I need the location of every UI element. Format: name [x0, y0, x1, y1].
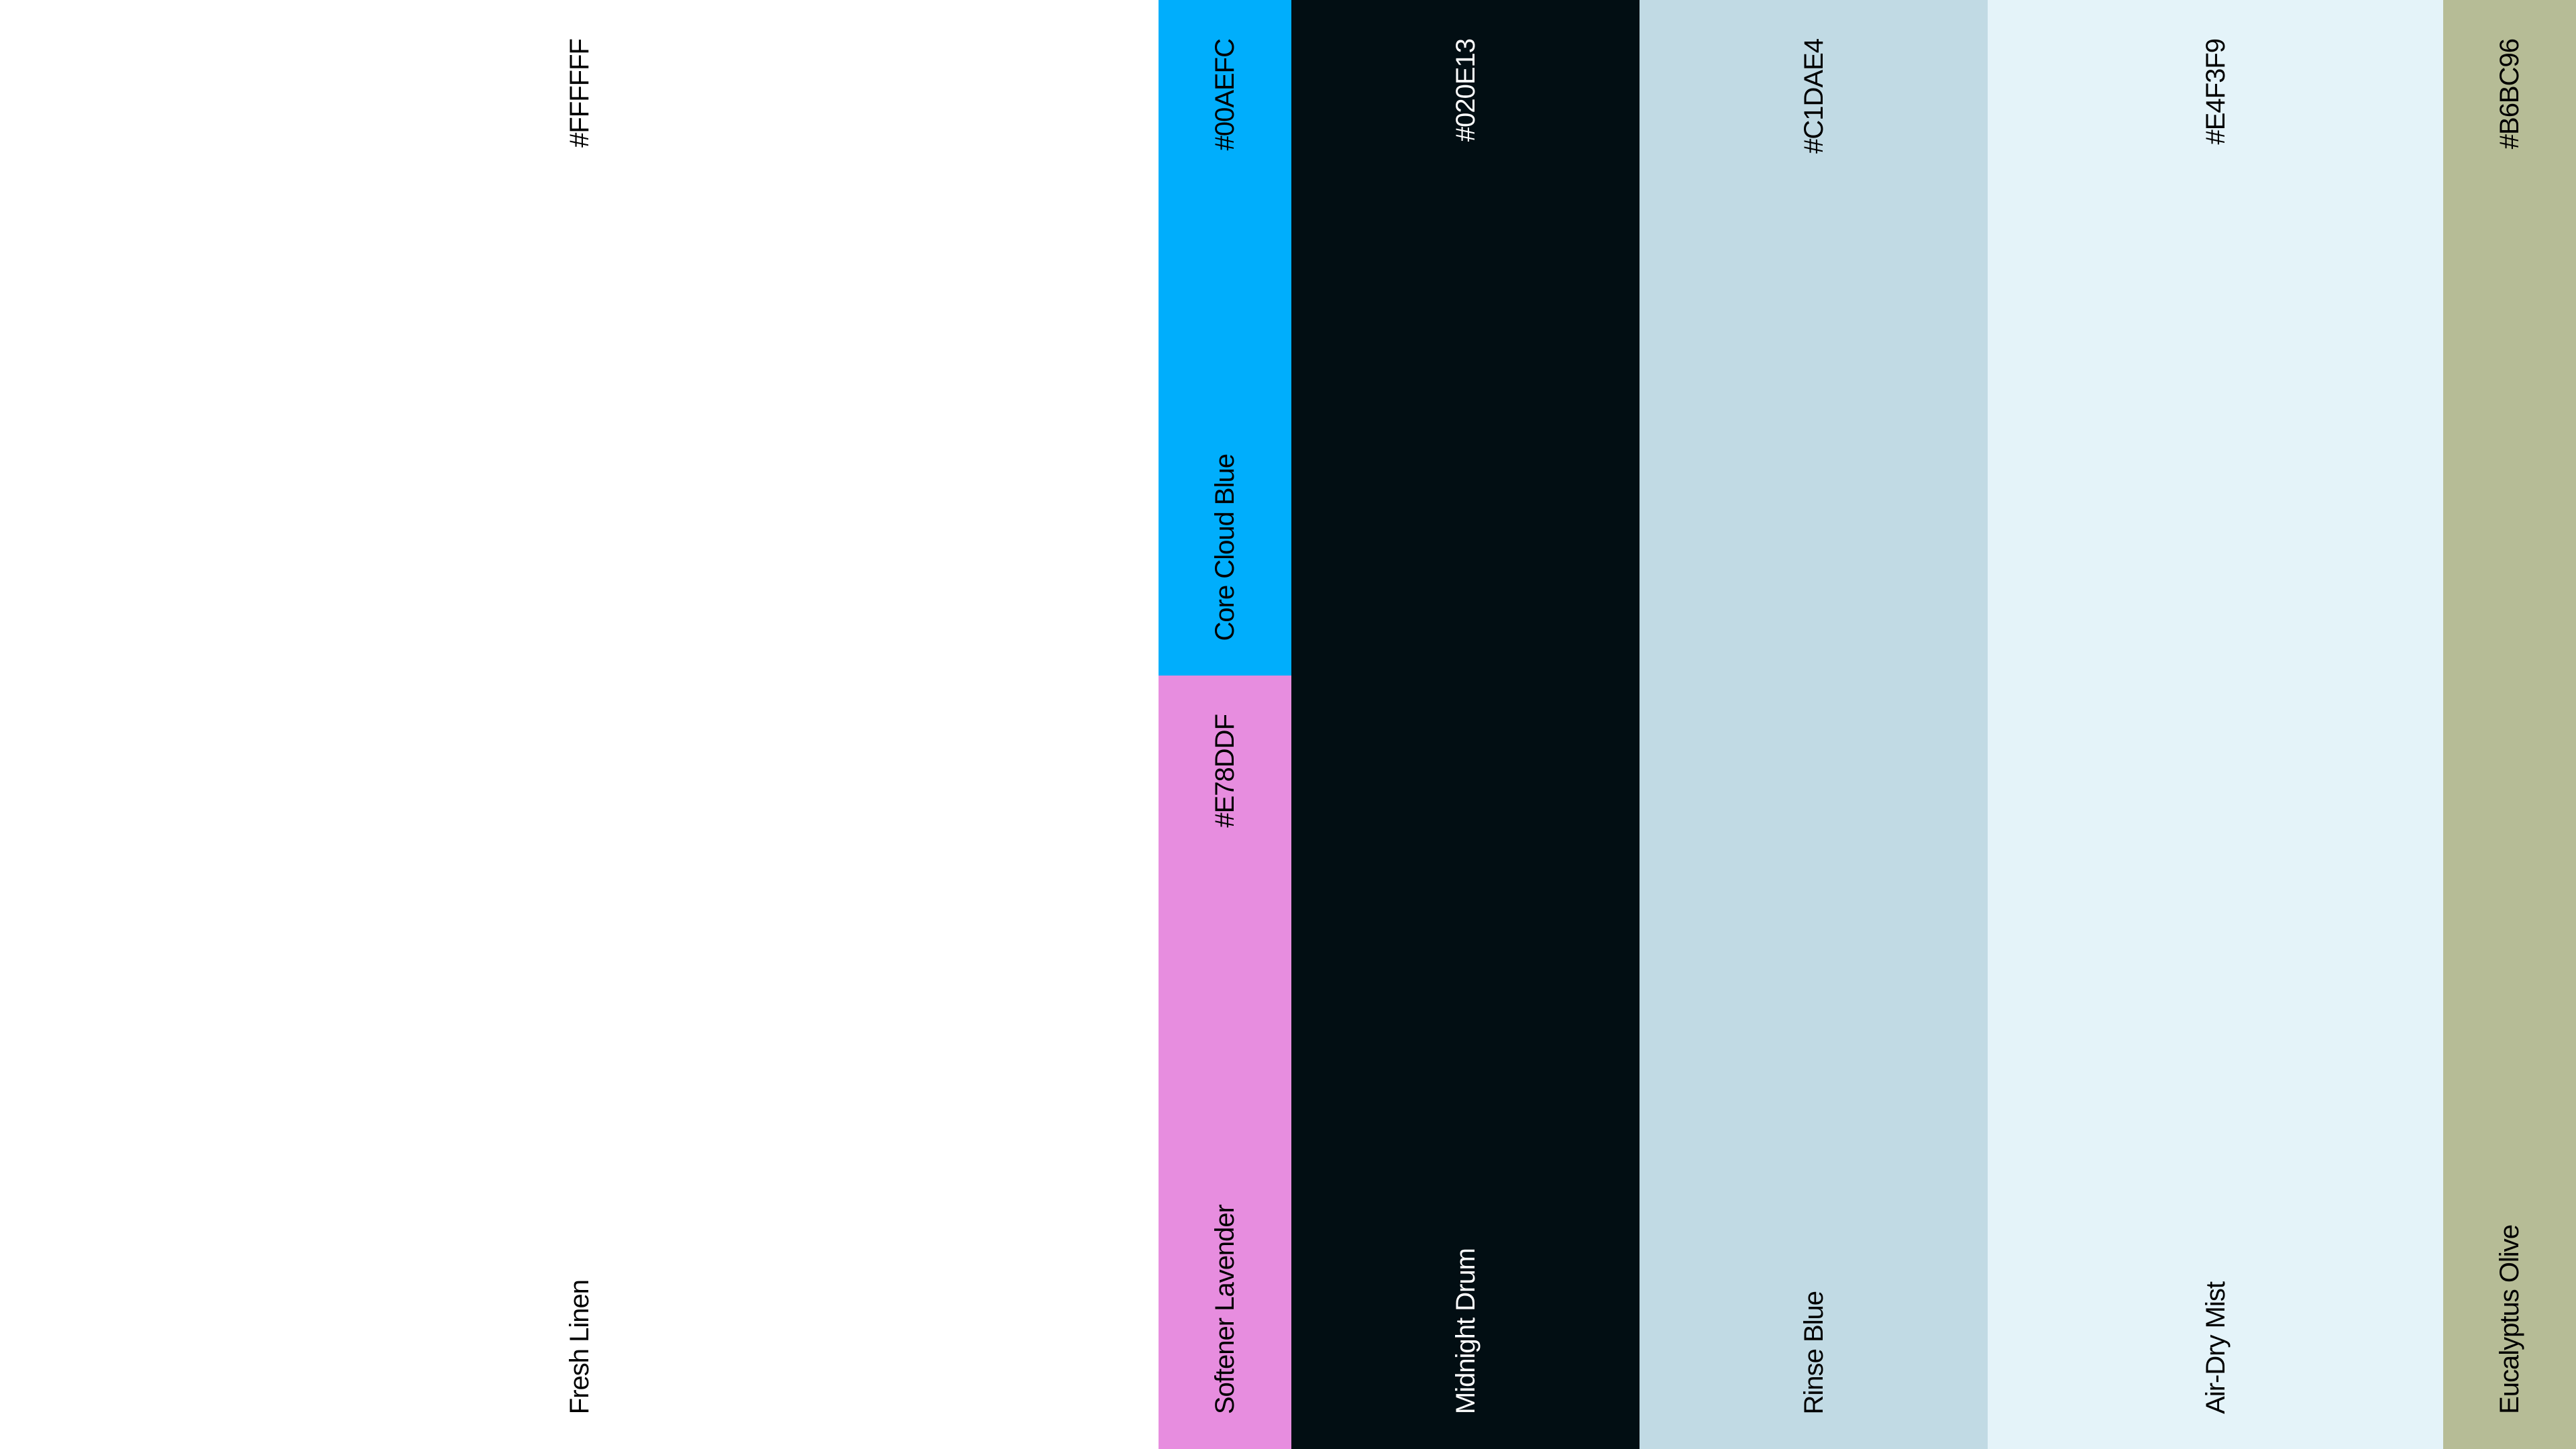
swatch-hex: #FFFFFF	[564, 39, 594, 148]
swatch-name: Eucalyptus Olive	[2495, 1225, 2524, 1414]
swatch-core-cloud-blue: #00AEFC Core Cloud Blue	[1159, 0, 1291, 676]
swatch-air-dry-mist: #E4F3F9 Air-Dry Mist	[1988, 0, 2443, 1449]
swatch-name: Rinse Blue	[1799, 1291, 1829, 1414]
swatch-name: Fresh Linen	[564, 1279, 594, 1414]
swatch-name: Softener Lavender	[1210, 1204, 1240, 1414]
swatch-midnight-drum: #020E13 Midnight Drum	[1291, 0, 1640, 1449]
swatch-hex: #C1DAE4	[1799, 39, 1829, 154]
swatch-eucalyptus-olive: #B6BC96 Eucalyptus Olive	[2443, 0, 2576, 1449]
swatch-name: Air-Dry Mist	[2200, 1282, 2231, 1414]
swatch-hex: #E4F3F9	[2200, 39, 2231, 145]
swatch-hex: #B6BC96	[2495, 39, 2524, 150]
swatch-hex: #020E13	[1450, 39, 1481, 142]
swatch-name: Midnight Drum	[1450, 1248, 1481, 1414]
swatch-fresh-linen: #FFFFFF Fresh Linen	[0, 0, 1159, 1449]
swatch-hex: #E78DDF	[1210, 714, 1240, 828]
swatch-rinse-blue: #C1DAE4 Rinse Blue	[1640, 0, 1988, 1449]
swatch-hex: #00AEFC	[1210, 39, 1240, 151]
swatch-softener-lavender: #E78DDF Softener Lavender	[1159, 676, 1291, 1449]
swatch-name: Core Cloud Blue	[1210, 453, 1240, 641]
